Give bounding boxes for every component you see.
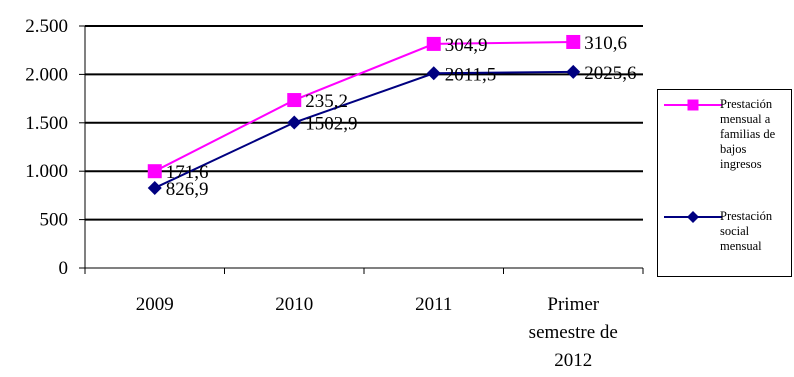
- legend-label-familias: Prestación mensual a familias de bajos i…: [720, 97, 776, 171]
- data-label: 2011,5: [445, 64, 497, 85]
- square-point: [426, 36, 441, 51]
- square-marker-icon: [687, 99, 699, 111]
- data-label: 1502,9: [305, 114, 357, 135]
- square-point: [566, 34, 581, 49]
- data-label: 235,2: [305, 91, 348, 112]
- data-label: 2025,6: [584, 63, 636, 84]
- square-point: [147, 164, 162, 179]
- diamond-marker-icon: [687, 211, 699, 223]
- x-tick-label: 2009: [136, 294, 174, 315]
- data-label: 171,6: [166, 162, 209, 183]
- data-label: 826,9: [166, 179, 209, 200]
- diamond-point: [426, 66, 441, 81]
- x-tick-label: 2011: [415, 294, 452, 315]
- data-label: 304,9: [445, 35, 488, 56]
- x-axis-ticks: 2009 2010 2011 Primer semestre de 2012: [84, 268, 644, 371]
- diamond-point: [287, 115, 302, 130]
- series-line-0: [154, 40, 574, 173]
- y-tick-label: 1.500: [25, 113, 68, 134]
- series-line-1: [154, 70, 574, 189]
- diamond-point: [147, 180, 162, 195]
- y-tick-label: 2.000: [25, 64, 68, 85]
- diamond-point: [566, 64, 581, 79]
- y-tick-label: 0: [59, 258, 69, 279]
- series-group: [147, 34, 581, 195]
- data-labels: 171,6 235,2 304,9 310,6 826,9 1502,9 2011,5 202…: [166, 33, 637, 200]
- square-point: [287, 93, 302, 108]
- y-tick-label: 1.000: [25, 161, 68, 182]
- legend: Prestación mensual a familias de bajos i…: [657, 89, 792, 277]
- axes: [84, 26, 643, 269]
- y-tick-label: 2.500: [25, 16, 68, 37]
- legend-label-social: Prestación social mensual: [720, 209, 773, 253]
- x-tick-label: 2010: [275, 294, 313, 315]
- x-tick-label: Primer semestre de 2012: [529, 294, 618, 371]
- y-axis-ticks: 0 500 1.000 1.500 2.000 2.500: [25, 16, 85, 279]
- y-tick-label: 500: [40, 210, 69, 231]
- gridlines: [85, 25, 643, 221]
- data-label: 310,6: [584, 33, 627, 54]
